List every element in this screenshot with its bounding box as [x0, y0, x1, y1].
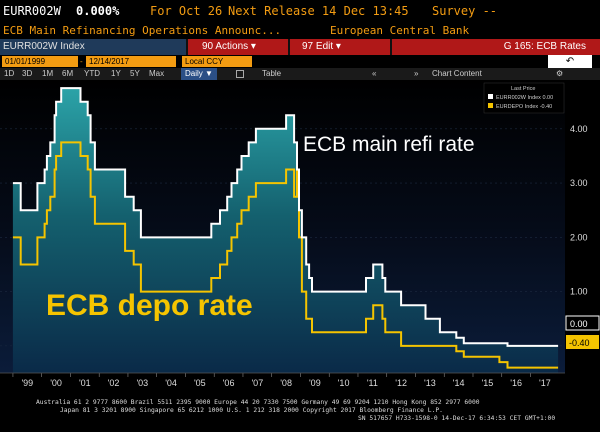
bar-chart-icon[interactable] — [236, 70, 244, 78]
footer: Australia 61 2 9777 8600 Brazil 5511 239… — [0, 396, 600, 432]
frequency-select[interactable]: Daily ▼ — [181, 68, 217, 80]
x-tick-label: '16 — [510, 378, 522, 388]
rate-chart: 4.00 3.00 2.00 1.00 '99 '00 '01 '02 '03 '04 '05 '0… — [0, 80, 600, 388]
x-tick-label: '15 — [481, 378, 493, 388]
table-button[interactable]: Table — [262, 69, 282, 78]
depo-last-value: -0.40 — [569, 338, 590, 348]
refi-last-value: 0.00 — [570, 319, 588, 329]
x-tick-label: '06 — [223, 378, 235, 388]
x-tick-label: '05 — [194, 378, 206, 388]
x-tick-label: '00 — [50, 378, 62, 388]
double-left-icon[interactable]: « — [372, 69, 377, 78]
range-1d-button[interactable]: 1D — [4, 69, 15, 78]
change-value: 0.000% — [76, 4, 120, 18]
currency-select[interactable]: Local CCY — [182, 56, 252, 67]
legend: Last Price EURR002W Index 0.00 EURDEPO I… — [483, 82, 565, 114]
x-tick-label: '09 — [309, 378, 321, 388]
gear-icon[interactable]: ⚙ — [556, 69, 564, 78]
range-toolbar: 1D 3D 1M 6M YTD 1Y 5Y Max Daily ▼ Table … — [0, 68, 600, 80]
x-tick-label: '07 — [251, 378, 263, 388]
legend-item-refi: EURR002W Index 0.00 — [496, 95, 553, 101]
refi-annotation: ECB main refi rate — [303, 133, 475, 156]
depo-annotation: ECB depo rate — [46, 289, 253, 322]
footer-contacts-line: Australia 61 2 9777 8600 Brazil 5511 239… — [36, 399, 480, 406]
range-max-button[interactable]: Max — [149, 69, 165, 78]
x-tick-label: '02 — [108, 378, 120, 388]
range-1y-button[interactable]: 1Y — [111, 69, 121, 78]
x-tick-label: '12 — [395, 378, 407, 388]
chart-title-label: G 165: ECB Rates — [392, 39, 600, 55]
y-tick-label: 4.00 — [570, 124, 588, 134]
x-tick-label: '13 — [424, 378, 436, 388]
legend-swatch-refi — [488, 94, 493, 99]
y-axis: 4.00 3.00 2.00 1.00 — [570, 124, 588, 297]
range-3d-button[interactable]: 3D — [22, 69, 33, 78]
legend-swatch-depo — [488, 103, 493, 108]
y-tick-label: 3.00 — [570, 178, 588, 188]
refi-area-fill — [12, 88, 559, 373]
end-date-input[interactable]: 12/14/2017 — [86, 56, 176, 67]
source-text: European Central Bank — [330, 24, 470, 37]
footer-session-line: SN 517657 H733-1598-0 14-Dec-17 6:34:53 … — [358, 415, 556, 422]
next-release: Next Release 14 Dec 13:45 — [228, 4, 409, 18]
depo-rate-line — [12, 141, 559, 369]
refi-last-tag — [565, 315, 600, 331]
date-separator-icon: - — [80, 57, 83, 66]
ticker-header: EURR002W 0.000% For Oct 26 Next Release … — [0, 0, 600, 22]
x-tick-label: '10 — [338, 378, 350, 388]
legend-item-depo: EURDEPO Index -0.40 — [496, 104, 552, 110]
legend-box — [483, 82, 565, 114]
actions-menu-button[interactable]: 90 Actions ▾ — [188, 39, 288, 55]
action-bar: EURR002W Index 90 Actions ▾ 97 Edit ▾ G … — [0, 39, 600, 55]
edit-menu-button[interactable]: 97 Edit ▾ — [290, 39, 390, 55]
x-tick-label: '14 — [453, 378, 465, 388]
legend-title: Last Price — [511, 86, 535, 92]
index-field[interactable]: EURR002W Index — [0, 39, 186, 55]
refi-rate-line — [12, 87, 559, 347]
back-icon[interactable]: ↶ — [548, 55, 592, 68]
x-tick-label: '11 — [367, 378, 378, 388]
ticker-symbol[interactable]: EURR002W — [3, 4, 61, 18]
depo-last-tag — [566, 335, 599, 349]
x-tick-label: '04 — [165, 378, 177, 388]
y-tick-label: 2.00 — [570, 232, 588, 242]
range-6m-button[interactable]: 6M — [62, 69, 74, 78]
description-text: ECB Main Refinancing Operations Announc.… — [3, 24, 282, 37]
chart-content-button[interactable]: Chart Content — [432, 69, 482, 78]
range-5y-button[interactable]: 5Y — [130, 69, 140, 78]
x-tick-label: '17 — [539, 378, 551, 388]
x-tick-label: '08 — [280, 378, 292, 388]
x-tick-label: '01 — [79, 378, 91, 388]
double-right-icon[interactable]: » — [414, 69, 419, 78]
start-date-input[interactable]: 01/01/1999 — [2, 56, 78, 67]
footer-copyright-line: Japan 81 3 3201 8900 Singapore 65 6212 1… — [60, 407, 443, 414]
x-axis: '99 '00 '01 '02 '03 '04 '05 '06 '07 '08 '09 '10 '11 '… — [0, 372, 565, 388]
x-tick-label: '99 — [21, 378, 33, 388]
range-1m-button[interactable]: 1M — [42, 69, 54, 78]
date-range-bar: 01/01/1999 - 12/14/2017 Local CCY ↶ — [0, 55, 600, 68]
range-ytd-button[interactable]: YTD — [84, 69, 100, 78]
survey-text: Survey -- — [432, 4, 498, 18]
date-text: For Oct 26 — [150, 4, 223, 18]
description-bar: ECB Main Refinancing Operations Announc.… — [0, 22, 600, 39]
x-tick-label: '03 — [136, 378, 148, 388]
y-tick-label: 1.00 — [570, 287, 588, 297]
